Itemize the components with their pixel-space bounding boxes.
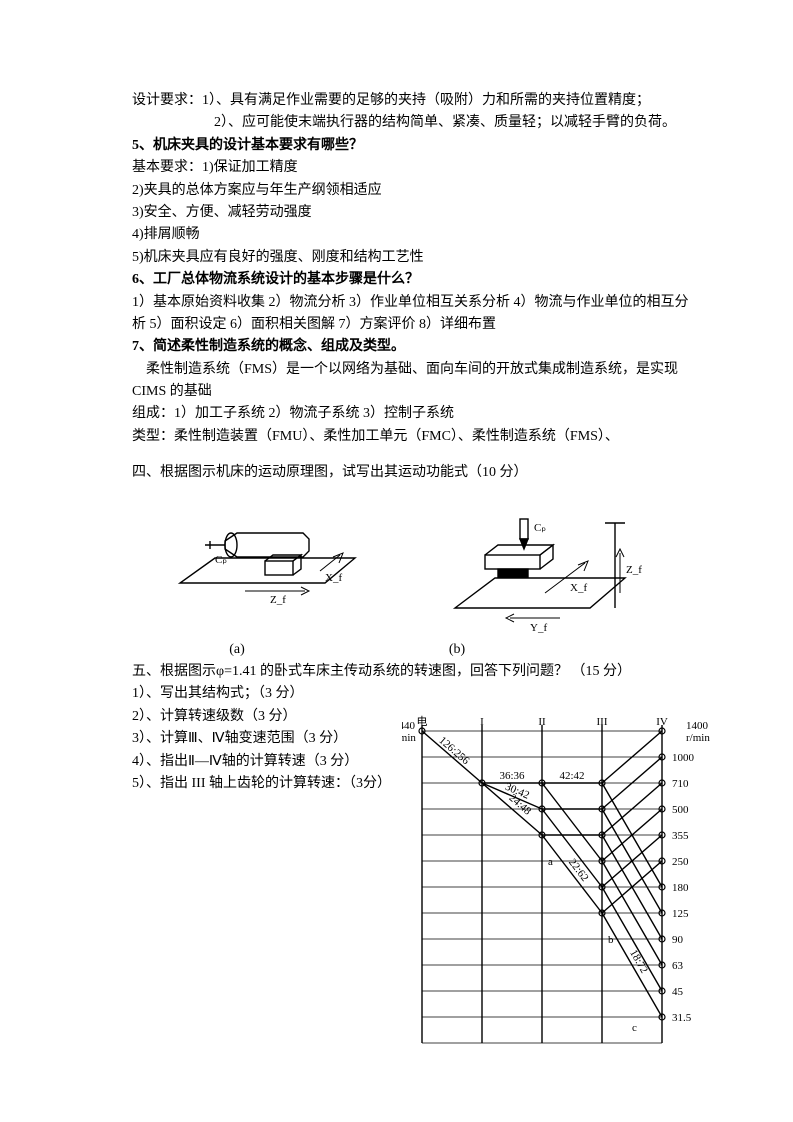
- figB-cp: Cₚ: [534, 522, 546, 534]
- svg-text:b: b: [608, 934, 614, 946]
- figB-zf: Z_f: [626, 564, 642, 576]
- svg-text:500: 500: [672, 804, 689, 816]
- fig-label-b: (b): [342, 639, 572, 661]
- svg-text:42:42: 42:42: [559, 770, 584, 782]
- svg-text:a: a: [548, 856, 553, 868]
- diagram-a: Cₚ Z_f X_f: [175, 513, 365, 623]
- svg-text:126:256: 126:256: [436, 735, 471, 768]
- svg-text:r/min: r/min: [686, 732, 710, 744]
- q5-lead: 基本要求：: [132, 160, 202, 175]
- svg-text:355: 355: [672, 830, 689, 842]
- svg-text:36:36: 36:36: [499, 770, 525, 782]
- q5-title: 5、机床夹具的设计基本要求有哪些？: [132, 135, 693, 157]
- figA-xf: X_f: [325, 572, 342, 584]
- figB-xf: X_f: [570, 582, 587, 594]
- svg-text:31.5: 31.5: [672, 1012, 692, 1024]
- svg-text:45: 45: [672, 986, 684, 998]
- sec5-i5: 5）、指出 III 轴上齿轮的计算转速：（3分）: [132, 773, 402, 795]
- q5-a5: 5)机床夹具应有良好的强度、刚度和结构工艺性: [132, 247, 693, 269]
- figA-cp: Cₚ: [215, 554, 227, 566]
- fig-label-a: (a): [132, 639, 342, 661]
- design-req-lead: 设计要求：: [132, 93, 202, 108]
- sec5-i1: 1）、写出其结构式；（3 分）: [132, 683, 402, 705]
- q5-a4: 4)排屑顺畅: [132, 224, 693, 246]
- figA-zf: Z_f: [270, 594, 286, 606]
- svg-text:90: 90: [672, 934, 684, 946]
- svg-text:125: 125: [672, 908, 689, 920]
- sec4-title: 四、根据图示机床的运动原理图，试写出其运动功能式（10 分）: [132, 462, 693, 484]
- sec5-i4: 4）、指出Ⅱ—Ⅳ轴的计算转速（3 分）: [132, 751, 402, 773]
- q5-a1: 1)保证加工精度: [202, 160, 298, 175]
- q6-title: 6、工厂总体物流系统设计的基本步骤是什么？: [132, 269, 693, 291]
- sec5-i2: 2）、计算转速级数（3 分）: [132, 706, 402, 728]
- svg-text:24:48: 24:48: [507, 792, 534, 818]
- q7-l3: 类型：柔性制造装置（FMU）、柔性加工单元（FMC）、柔性制造系统（FMS）、: [132, 426, 693, 448]
- sec5-title: 五、根据图示φ=1.41 的卧式车床主传动系统的转速图，回答下列问题？ （15 …: [132, 661, 693, 683]
- q6-body: 1）基本原始资料收集 2）物流分析 3）作业单位相互关系分析 4）物流与作业单位…: [132, 292, 693, 337]
- figB-yf: Y_f: [530, 622, 547, 633]
- speed-chart: 电IIIIIIIV1440r/min1400r/min1000710500355…: [402, 713, 712, 1053]
- svg-text:180: 180: [672, 882, 689, 894]
- svg-text:1440: 1440: [402, 720, 416, 732]
- svg-text:1000: 1000: [672, 752, 695, 764]
- q5-a2: 2)夹具的总体方案应与年生产纲领相适应: [132, 180, 693, 202]
- diagram-b: Cₚ Z_f X_f Y_f: [450, 513, 650, 633]
- design-req-1: 1）、具有满足作业需要的足够的夹持（吸附）力和所需的夹持位置精度；: [202, 93, 650, 108]
- sec5-i3: 3）、计算Ⅲ、Ⅳ轴变速范围（3 分）: [132, 728, 402, 750]
- q5-a3: 3)安全、方便、减轻劳动强度: [132, 202, 693, 224]
- q7-title: 7、简述柔性制造系统的概念、组成及类型。: [132, 336, 693, 358]
- figure-row: Cₚ Z_f X_f Cₚ Z_f X_f Y_f: [132, 513, 693, 633]
- svg-text:1400: 1400: [686, 720, 709, 732]
- svg-text:c: c: [632, 1022, 637, 1034]
- svg-text:63: 63: [672, 960, 684, 972]
- svg-text:250: 250: [672, 856, 689, 868]
- q7-l1: 柔性制造系统（FMS）是一个以网络为基础、面向车间的开放式集成制造系统，是实现C…: [132, 359, 693, 404]
- q7-l2: 组成：1）加工子系统 2）物流子系统 3）控制子系统: [132, 403, 693, 425]
- svg-text:r/min: r/min: [402, 732, 416, 744]
- svg-text:710: 710: [672, 778, 689, 790]
- design-req-2: 2）、应可能使末端执行器的结构简单、紧凑、质量轻；以减轻手臂的负荷。: [214, 115, 676, 130]
